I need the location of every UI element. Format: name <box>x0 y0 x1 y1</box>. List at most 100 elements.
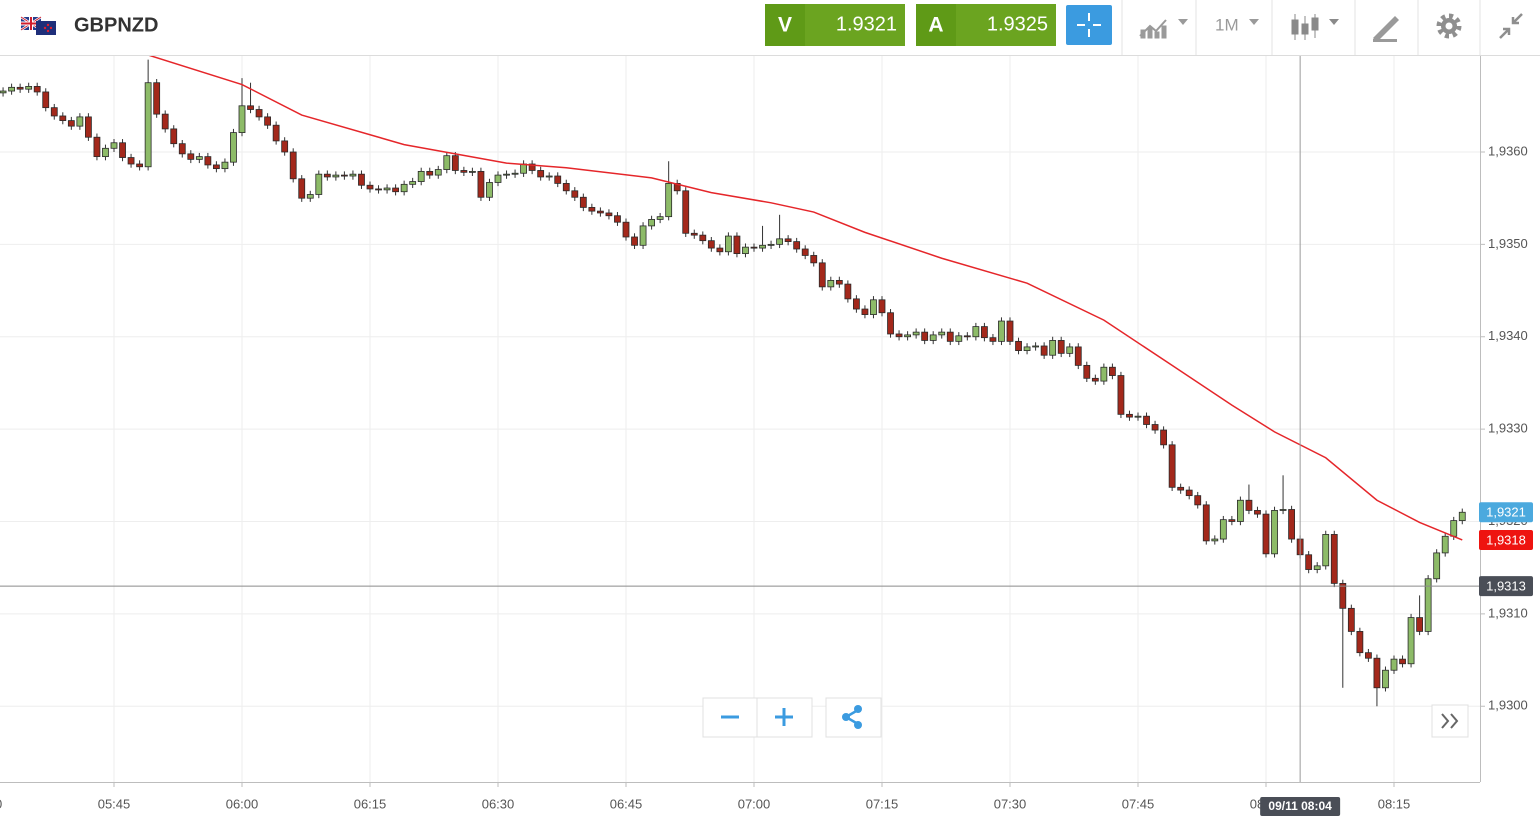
candle-body <box>230 132 237 163</box>
candle-body <box>904 334 911 338</box>
candle-body <box>102 147 109 158</box>
x-tick-label: 06:30 <box>482 796 515 811</box>
sell-button-tab[interactable] <box>765 4 805 46</box>
moving-average <box>148 56 1463 541</box>
candle-body <box>801 248 809 256</box>
zoom-in-button[interactable] <box>756 697 813 738</box>
drawing-button[interactable] <box>1373 16 1399 42</box>
x-tick-label: 08:15 <box>1378 796 1411 811</box>
candle-body <box>545 175 553 178</box>
candle-body <box>93 136 101 158</box>
price-tag-label: 1,9318 <box>1486 532 1526 547</box>
candle-body <box>511 172 519 175</box>
candle-body <box>1441 535 1449 554</box>
candle-body <box>1433 552 1441 580</box>
chart-type-button[interactable] <box>1139 19 1188 39</box>
buy-price[interactable]: 1.9325 <box>987 13 1048 35</box>
candle-body <box>1313 565 1321 570</box>
candle-body <box>707 240 715 249</box>
candle-body <box>426 170 434 176</box>
candle-body <box>1057 340 1065 354</box>
candle-body <box>1237 499 1244 522</box>
candle-body <box>50 107 58 117</box>
settings-button[interactable] <box>1436 13 1462 39</box>
candle-body <box>153 82 161 115</box>
candle-body <box>597 210 604 214</box>
plot-area <box>0 56 1480 782</box>
candle-body <box>1126 413 1133 418</box>
candle-body <box>938 331 946 336</box>
candle-body <box>59 115 67 121</box>
x-tick-label: 06:00 <box>226 796 259 811</box>
candle-body <box>375 188 382 191</box>
candle-body <box>1322 534 1330 567</box>
candle-body <box>1083 364 1091 379</box>
timeframe[interactable]: 1M <box>1215 15 1239 34</box>
candle-body <box>1143 415 1150 425</box>
candle-body <box>793 241 801 250</box>
candle-body <box>870 299 877 315</box>
y-tick-label: 1,9360 <box>1488 143 1528 158</box>
candle-body <box>503 173 510 176</box>
price-tag-label: 1,9313 <box>1486 579 1526 594</box>
axis-labels: 1,93001,93101,93201,93301,93401,93501,93… <box>0 143 1533 816</box>
candle-body <box>784 238 792 242</box>
share-button[interactable] <box>825 697 882 738</box>
candle-body <box>1365 652 1372 659</box>
candle-body <box>221 161 229 170</box>
sell-label[interactable]: V <box>778 14 792 37</box>
candle-body <box>1279 509 1287 511</box>
candle-body <box>323 173 331 178</box>
candle-body <box>665 183 673 218</box>
candle-body <box>187 153 195 160</box>
flag-icon <box>20 15 56 35</box>
candle-body <box>1347 607 1355 632</box>
collapse-button[interactable] <box>1499 13 1523 39</box>
candle-body <box>1194 495 1202 506</box>
candle-body <box>733 235 741 255</box>
y-tick-label: 1,9300 <box>1488 698 1528 713</box>
sell-price[interactable]: 1.9321 <box>836 13 897 35</box>
candle-body <box>579 196 587 208</box>
candle-body <box>955 335 963 342</box>
scroll-right-button[interactable] <box>1431 704 1469 738</box>
candle-body <box>895 333 903 338</box>
symbol: GBPNZD <box>74 14 158 36</box>
candle-body <box>1228 519 1236 522</box>
candle-type-button[interactable] <box>1291 14 1339 40</box>
timeframe-button[interactable]: 1M <box>1215 15 1259 34</box>
sell-button[interactable]: V 1.9321 <box>765 4 905 46</box>
candle-body <box>972 326 980 338</box>
candle-body <box>1168 444 1176 488</box>
crosshair-button[interactable] <box>1066 5 1112 45</box>
candle-body <box>921 331 929 341</box>
candle-body <box>1373 657 1381 689</box>
candle-body <box>392 187 400 193</box>
candle-body <box>631 236 638 246</box>
x-tick-label: 07:00 <box>738 796 771 811</box>
crosshair-label: 09/11 08:04 <box>1268 799 1332 813</box>
candle-body <box>699 234 707 242</box>
candle-body <box>1134 415 1142 418</box>
crosshair-label-bg <box>1260 797 1341 816</box>
price-tag <box>1479 502 1533 523</box>
candle-body <box>178 143 186 155</box>
candle-body <box>562 183 570 192</box>
candle-body <box>1407 617 1415 665</box>
candle-body <box>1219 519 1227 540</box>
buy-button-tab[interactable] <box>916 4 956 46</box>
buy-button[interactable]: A 1.9325 <box>916 4 1056 46</box>
candle-body <box>554 175 562 184</box>
zoom-out-button[interactable] <box>702 697 758 738</box>
candle-body <box>537 170 545 178</box>
candle-body <box>1006 320 1014 342</box>
candle-body <box>417 170 425 182</box>
buy-label[interactable]: A <box>928 14 943 37</box>
candle-body <box>1458 511 1466 521</box>
candle-body <box>750 246 758 249</box>
candle-body <box>460 170 468 173</box>
candle-body <box>264 116 272 126</box>
candle-body <box>887 312 894 335</box>
candle-body <box>1356 631 1364 654</box>
